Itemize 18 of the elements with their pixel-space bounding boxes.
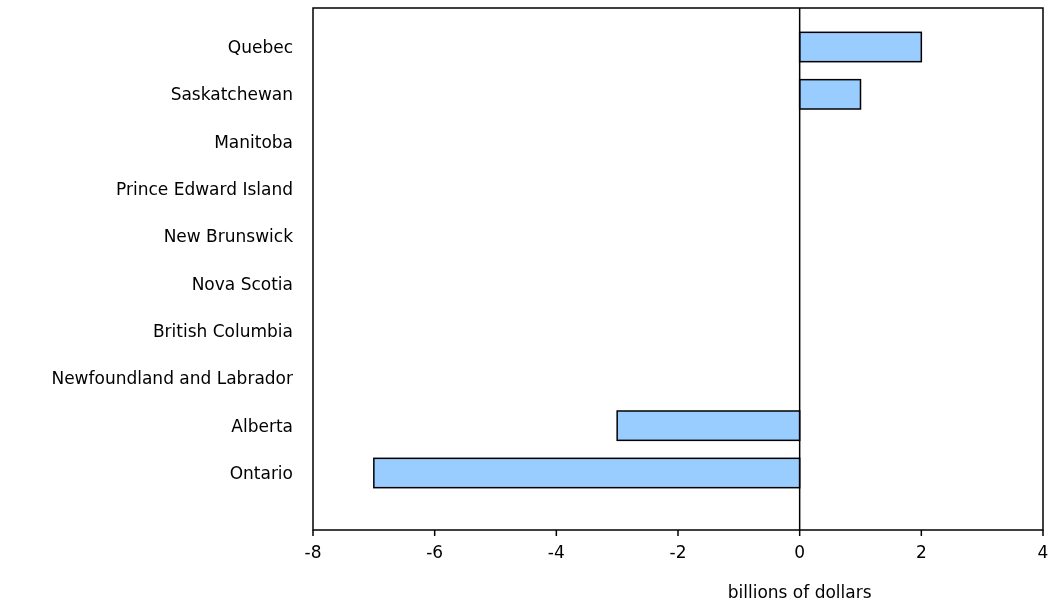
y-tick-label: Prince Edward Island	[116, 178, 293, 199]
y-tick-label: Ontario	[229, 462, 293, 483]
x-tick-label: 0	[794, 542, 806, 562]
y-tick-label: Manitoba	[214, 131, 293, 152]
y-tick-label: Nova Scotia	[191, 273, 293, 294]
y-tick-label: British Columbia	[152, 320, 293, 341]
x-tick-label: -6	[426, 542, 444, 562]
x-tick-label: -2	[669, 542, 687, 562]
x-tick-label: -4	[547, 542, 565, 562]
y-tick-label: Saskatchewan	[170, 84, 293, 105]
x-tick-label: 2	[915, 542, 927, 562]
x-tick-label: 4	[1037, 542, 1049, 562]
y-tick-label: New Brunswick	[163, 226, 294, 247]
x-axis-title: billions of dollars	[727, 582, 872, 602]
y-tick-label: Alberta	[231, 415, 293, 436]
y-tick-label: Newfoundland and Labrador	[51, 368, 293, 389]
y-tick-label: Quebec	[227, 36, 293, 57]
x-tick-label: -8	[304, 542, 322, 562]
